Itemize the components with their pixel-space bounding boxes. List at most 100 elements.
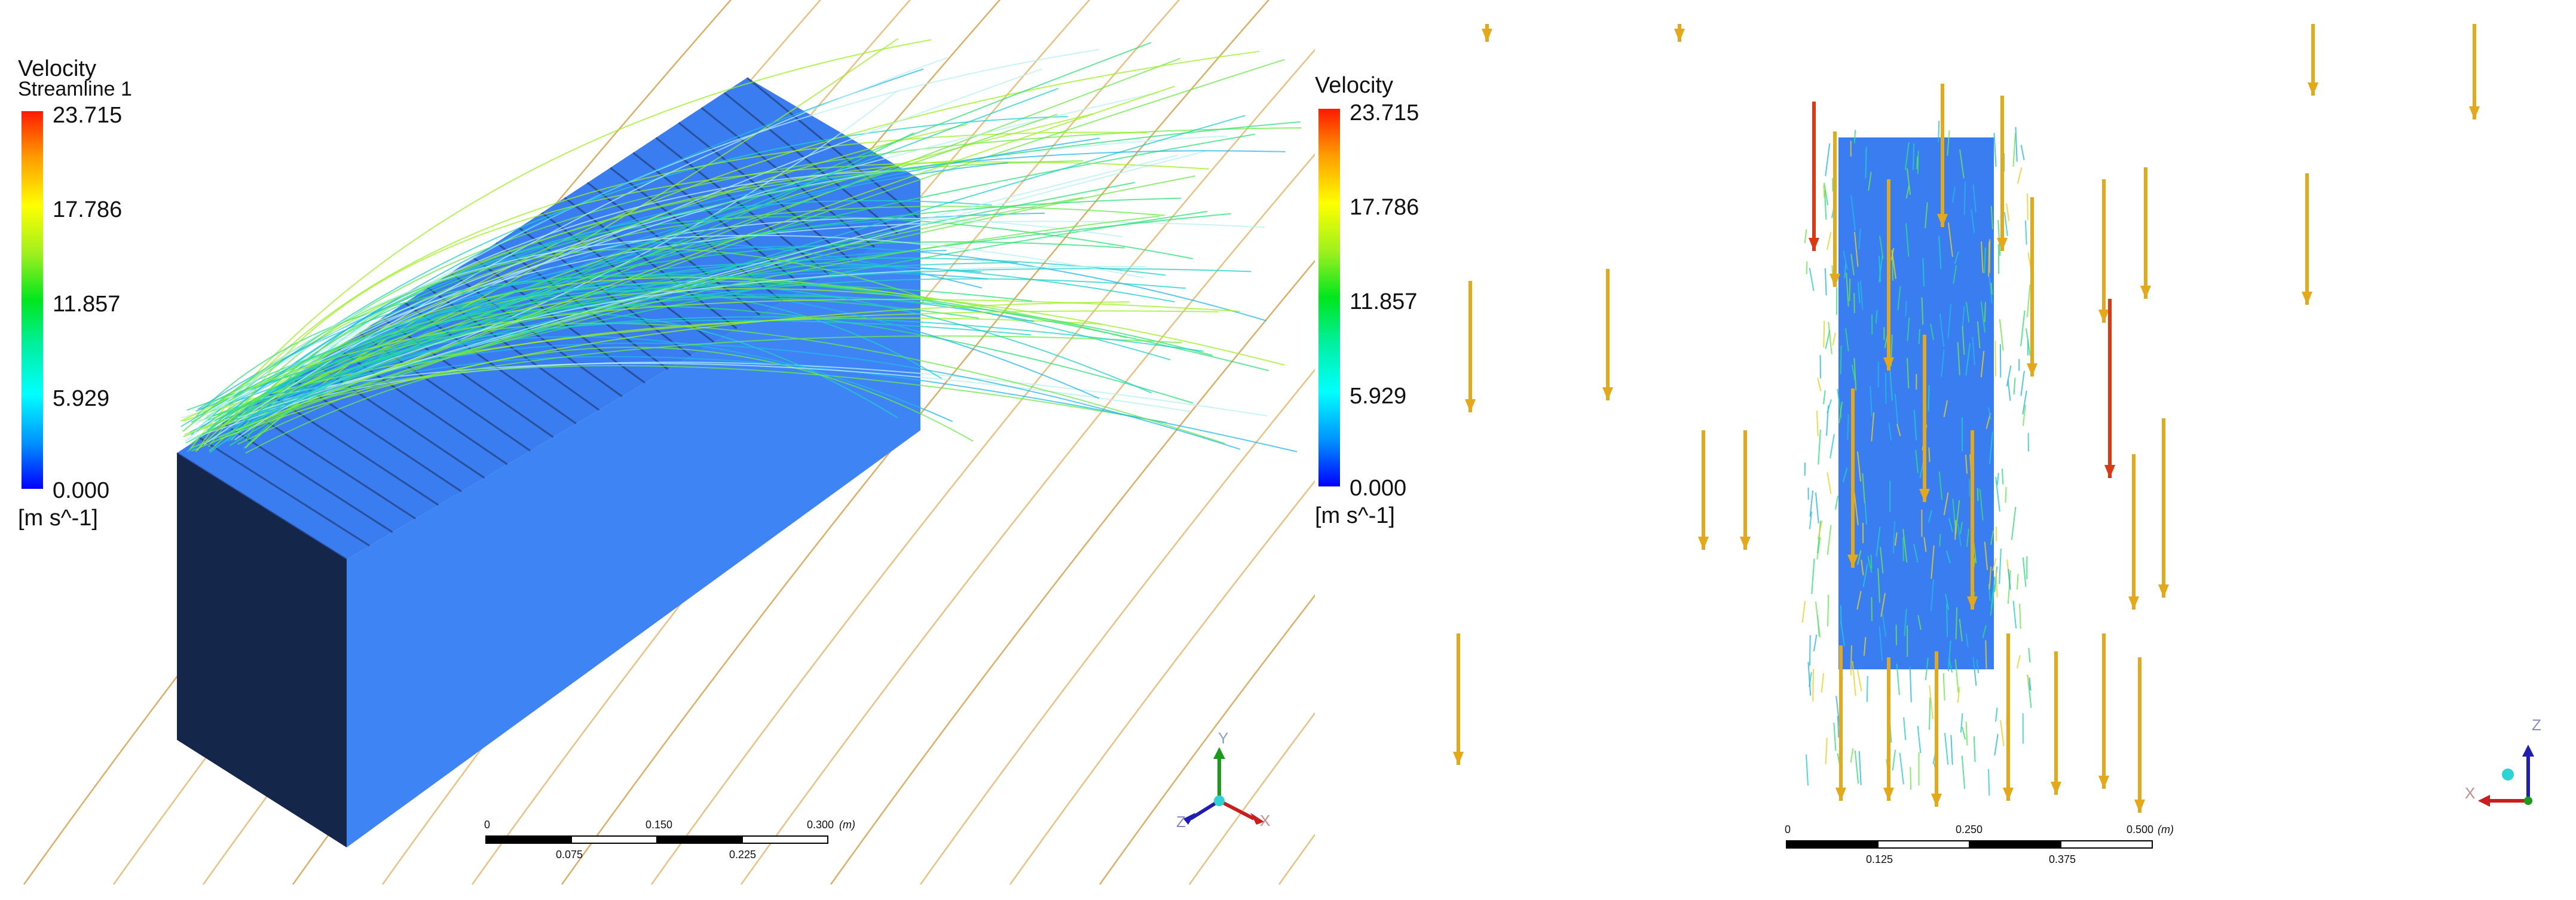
vector-arrowhead — [2104, 465, 2115, 478]
vector-arrowhead — [1674, 29, 1685, 42]
vector-arrow — [1843, 250, 1848, 270]
vector-arrow — [1852, 661, 1856, 696]
vector-arrow — [2020, 310, 2026, 347]
vector-arrow — [1815, 492, 1819, 524]
vector-arrow — [1896, 424, 1901, 437]
vector-arrow — [1907, 357, 1910, 389]
axis-triad: Y X Z — [1176, 723, 1270, 837]
vector-arrow — [1954, 520, 1957, 540]
vector-arrow — [1858, 751, 1862, 785]
vector-arrow — [1922, 258, 1925, 287]
vector-arrow — [1965, 302, 1970, 323]
vector-arrowhead — [1847, 555, 1858, 568]
vector-arrow — [1929, 685, 1933, 720]
vector-arrow — [1980, 301, 1986, 333]
vector-arrow — [1928, 510, 1932, 523]
color-bar — [1318, 109, 1340, 486]
scale-segment — [485, 835, 572, 844]
vector-arrow — [1845, 328, 1849, 352]
vector-arrow — [1827, 399, 1832, 414]
streamline-path — [186, 272, 989, 453]
axis-label-z: Z — [1176, 813, 1186, 831]
scale-label: 0.250 — [1956, 824, 1983, 835]
vector-arrow — [2006, 203, 2010, 222]
vector-arrow — [1842, 467, 1848, 483]
vector-arrowhead — [1453, 752, 1464, 765]
streamline-path — [209, 316, 1204, 454]
vector-arrow — [1947, 640, 1951, 672]
vector-arrow — [1912, 143, 1915, 170]
vector-arrow — [1825, 143, 1831, 176]
vector-arrow — [2007, 379, 2011, 401]
scale-label: 0.125 — [1866, 853, 1893, 865]
vector-arrow — [1867, 556, 1873, 573]
vector-arrow — [2026, 284, 2031, 317]
vector-arrow — [1894, 532, 1898, 546]
scale-label: 0.225 — [729, 849, 757, 861]
vector-arrow — [1827, 232, 1832, 250]
vector-arrow — [1804, 229, 1807, 243]
vector-arrow — [1938, 235, 1942, 270]
streamline-path — [241, 91, 1159, 411]
vector-arrow — [1966, 528, 1970, 547]
vector-arrow — [1835, 495, 1839, 510]
vector-arrow — [1862, 564, 1868, 587]
vector-arrow — [1950, 734, 1953, 765]
vector-arrow — [1947, 130, 1950, 156]
streamline-path — [190, 284, 1032, 445]
vector-arrow — [1913, 544, 1919, 563]
vector-arrow — [2027, 193, 2029, 221]
vector-arrow — [1988, 583, 1991, 601]
vector-arrow — [1876, 526, 1881, 557]
vector-arrow — [1902, 537, 1904, 561]
vector-arrow — [1870, 385, 1873, 417]
vector-arrow — [1815, 601, 1821, 638]
axis-label-z: Z — [2532, 716, 2541, 734]
vector-arrow — [1965, 721, 1968, 746]
vector-arrowhead — [1809, 238, 1819, 251]
vector-arrow — [1868, 172, 1872, 191]
vector-arrow — [1960, 521, 1963, 534]
vector-arrow — [1965, 454, 1968, 474]
block-side-face — [177, 453, 347, 847]
vector-arrow — [1878, 255, 1883, 283]
vector-arrow — [1817, 521, 1822, 554]
vector-arrow — [1929, 697, 1931, 730]
vector-arrow — [1977, 321, 1981, 348]
scale-segment — [1877, 840, 1970, 849]
vector-arrow — [1817, 377, 1822, 391]
vector-arrow — [1909, 666, 1912, 702]
streamline-path — [219, 301, 1130, 440]
vector-arrow — [1962, 305, 1965, 329]
legend-tick: 5.929 — [1350, 384, 1407, 409]
vector-arrow — [1957, 342, 1960, 376]
block-top-face — [177, 78, 920, 559]
vector-arrow — [1930, 323, 1934, 341]
vector-arrow — [1832, 332, 1836, 345]
vector-arrow — [2020, 371, 2025, 396]
vector-arrow — [1824, 190, 1827, 220]
legend-unit: [m s^-1] — [18, 506, 98, 531]
streamline-path — [193, 234, 1144, 434]
vector-arrowhead — [2308, 82, 2318, 96]
vector-arrow — [1905, 301, 1907, 317]
vector-arrow — [1973, 736, 1976, 762]
vector-arrow — [1889, 366, 1893, 401]
vector-arrow — [1943, 400, 1948, 418]
vector-arrow — [1971, 209, 1975, 234]
vector-arrow — [1880, 593, 1886, 617]
vector-arrow — [1939, 533, 1941, 547]
vector-arrow — [2022, 405, 2026, 426]
streamline-path — [237, 197, 1182, 420]
vector-arrow — [1899, 752, 1904, 785]
left-viewport: Velocity Streamline 1 23.715 17.786 11.8… — [18, 0, 1315, 885]
vector-arrow — [1939, 313, 1945, 347]
vector-arrow — [1981, 241, 1984, 273]
scale-label: 0.300 — [807, 819, 834, 831]
legend-tick: 23.715 — [1350, 100, 1419, 125]
vector-arrow — [1856, 451, 1862, 482]
vector-arrow — [1993, 133, 1997, 167]
scale-label: 0.150 — [645, 819, 673, 831]
vector-arrow — [1821, 673, 1824, 693]
vector-arrow — [1904, 608, 1907, 636]
